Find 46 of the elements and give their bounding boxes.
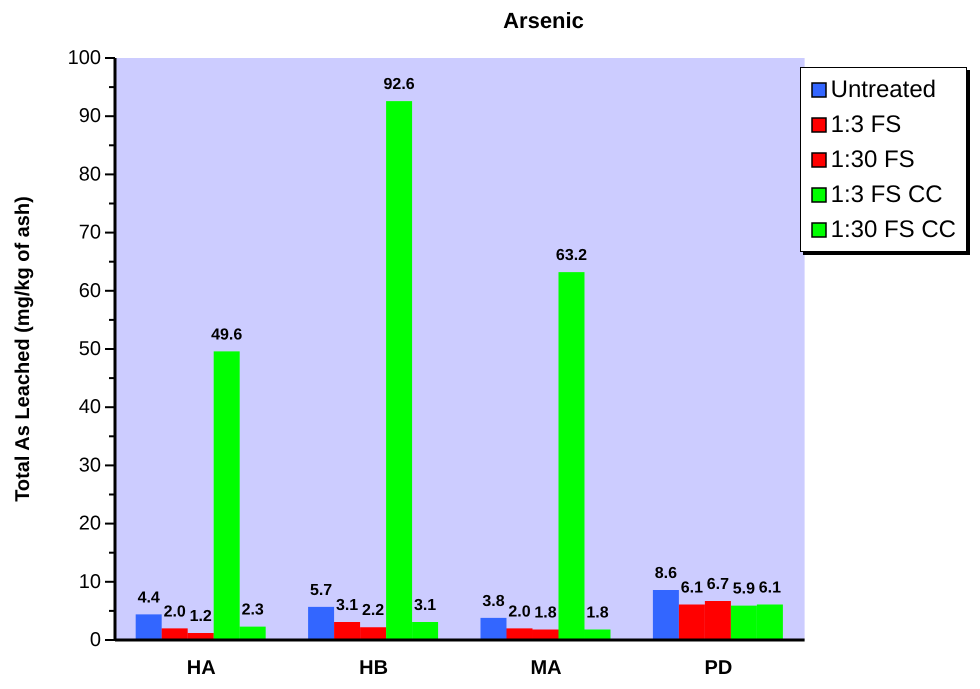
data-label: 2.3 <box>242 602 264 619</box>
bar <box>136 614 162 640</box>
legend-label: Untreated <box>830 76 936 104</box>
data-label: 5.9 <box>732 580 756 598</box>
y-tick-label: 10 <box>78 570 101 593</box>
y-tick-label: 30 <box>78 454 101 476</box>
x-tick-label: HA <box>186 657 216 680</box>
legend-label: 1:30 FS CC <box>830 216 956 244</box>
data-label: 1.2 <box>190 608 212 626</box>
bar <box>652 590 679 640</box>
y-tick-label: 70 <box>78 222 101 244</box>
data-label: 2.0 <box>164 603 186 620</box>
y-tick-label: 80 <box>78 163 101 186</box>
y-tick-label: 100 <box>68 47 101 69</box>
data-label: 4.4 <box>138 589 160 606</box>
data-label: 92.6 <box>384 76 415 94</box>
data-label: 3.8 <box>482 592 505 610</box>
data-label: 6.1 <box>680 580 704 596</box>
data-label: 63.2 <box>556 247 588 264</box>
x-tick-label: HB <box>359 657 388 680</box>
data-label: 1.8 <box>534 604 557 622</box>
data-label: 6.1 <box>758 580 782 596</box>
data-label: 5.7 <box>310 582 332 599</box>
x-tick-label: PD <box>704 657 732 680</box>
x-tick-label: MA <box>530 657 562 680</box>
legend-label: 1:3 FS CC <box>830 180 943 208</box>
legend-label: 1:30 FS <box>830 146 915 174</box>
y-tick-label: 20 <box>78 512 101 535</box>
data-label: 6.7 <box>706 576 730 594</box>
bar <box>480 618 506 640</box>
data-label: 2.0 <box>508 603 531 620</box>
y-tick-label: 90 <box>78 105 101 128</box>
y-tick-label: 60 <box>78 280 101 302</box>
data-label: 3.1 <box>414 596 436 614</box>
legend-label: 1:3 FS <box>830 110 902 138</box>
y-tick-label: 0 <box>90 629 101 651</box>
data-label: 8.6 <box>654 564 678 582</box>
y-axis-title: Total As Leached (mg/kg of ash) <box>12 196 34 502</box>
data-label: 1.8 <box>586 604 609 622</box>
chart-title: Arsenic <box>502 8 585 34</box>
y-tick-label: 40 <box>78 396 101 418</box>
bar <box>308 606 334 640</box>
data-label: 2.2 <box>362 602 384 620</box>
y-tick-label: 50 <box>78 338 101 360</box>
data-label: 49.6 <box>211 326 242 344</box>
data-label: 3.1 <box>336 596 358 614</box>
